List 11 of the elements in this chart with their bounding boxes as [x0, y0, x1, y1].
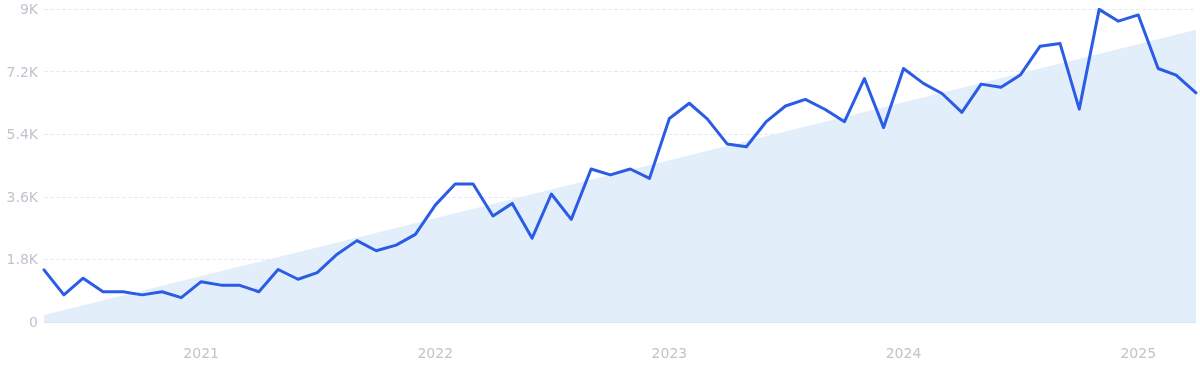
- x-tick-label: 2022: [417, 345, 454, 361]
- x-tick-label: 2023: [651, 345, 688, 361]
- y-tick-label: 5.4K: [6, 126, 39, 143]
- x-tick-label: 2024: [885, 345, 922, 361]
- y-tick-label: 0: [29, 314, 38, 330]
- x-tick-label: 2025: [1120, 345, 1157, 361]
- y-tick-label: 3.6K: [6, 188, 39, 205]
- y-tick-label: 7.2K: [6, 63, 39, 80]
- x-tick-label: 2021: [183, 345, 219, 361]
- y-tick-label: 9K: [19, 1, 39, 17]
- y-tick-label: 1.8K: [6, 251, 39, 268]
